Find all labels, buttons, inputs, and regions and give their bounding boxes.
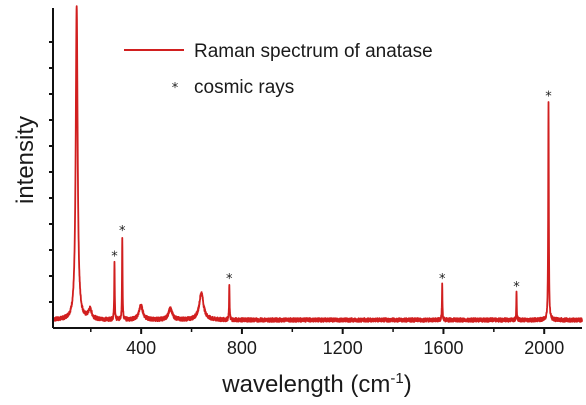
- cosmic-ray-marker: *: [119, 224, 126, 239]
- cosmic-ray-marker: *: [111, 249, 118, 264]
- legend-star-swatch: *: [172, 81, 179, 96]
- legend-label-cosmic-rays: cosmic rays: [194, 77, 294, 98]
- y-axis-title: intensity: [12, 116, 39, 204]
- legend-label-spectrum: Raman spectrum of anatase: [194, 41, 433, 62]
- cosmic-ray-marker: *: [226, 272, 233, 287]
- cosmic-ray-marker: *: [545, 89, 552, 104]
- spectrum-line: [52, 5, 583, 323]
- legend: Raman spectrum of anatase * cosmic rays: [124, 41, 433, 98]
- cosmic-ray-marker: *: [439, 272, 446, 287]
- x-tick-label: 800: [227, 338, 257, 358]
- x-axis-title: wavelength (cm-1): [221, 370, 411, 398]
- spectrum-series: [52, 5, 583, 323]
- axes: 400 800 1200 1600 2000: [49, 8, 582, 358]
- x-tick-label: 1600: [423, 338, 463, 358]
- x-tick-label: 1200: [323, 338, 363, 358]
- x-tick-label: 2000: [524, 338, 564, 358]
- x-tick-label: 400: [126, 338, 156, 358]
- cosmic-ray-markers: *** ***: [111, 89, 552, 294]
- cosmic-ray-marker: *: [513, 280, 520, 295]
